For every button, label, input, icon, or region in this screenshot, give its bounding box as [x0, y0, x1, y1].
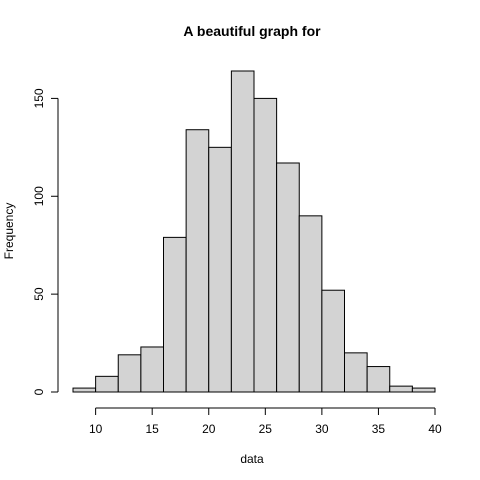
histogram-bar: [72, 387, 97, 393]
y-tick-label: 100: [32, 186, 46, 206]
histogram-bar: [321, 289, 345, 393]
y-tick-label: 50: [32, 287, 46, 301]
histogram-bar: [253, 97, 278, 393]
y-axis: 0 50 100 150: [32, 88, 59, 395]
histogram-bar: [140, 346, 164, 393]
histogram-bar: [208, 146, 232, 393]
histogram-bar: [117, 354, 142, 393]
x-axis: 10 15 20 25 30 35 40: [89, 407, 442, 436]
bars-group: [72, 70, 436, 393]
x-tick-label: 35: [372, 422, 386, 436]
y-tick-label: 0: [32, 388, 46, 395]
histogram-bar: [298, 215, 323, 393]
x-tick-label: 20: [202, 422, 216, 436]
histogram-bar: [389, 385, 413, 393]
y-axis-label: Frequency: [2, 203, 16, 260]
x-tick-label: 10: [89, 422, 103, 436]
histogram-bar: [411, 387, 436, 393]
x-tick-label: 25: [259, 422, 273, 436]
histogram-bar: [276, 162, 300, 393]
histogram-bar: [163, 236, 187, 393]
x-axis-label: data: [240, 452, 264, 466]
x-tick-label: 30: [315, 422, 329, 436]
histogram-bar: [230, 70, 255, 393]
histogram-bar: [95, 375, 119, 393]
histogram-bar: [366, 366, 391, 393]
histogram-bar: [344, 352, 368, 393]
chart-title: A beautiful graph for: [183, 23, 321, 39]
histogram-bar: [185, 129, 210, 393]
x-tick-label: 15: [146, 422, 160, 436]
x-tick-label: 40: [428, 422, 442, 436]
y-tick-label: 150: [32, 88, 46, 108]
